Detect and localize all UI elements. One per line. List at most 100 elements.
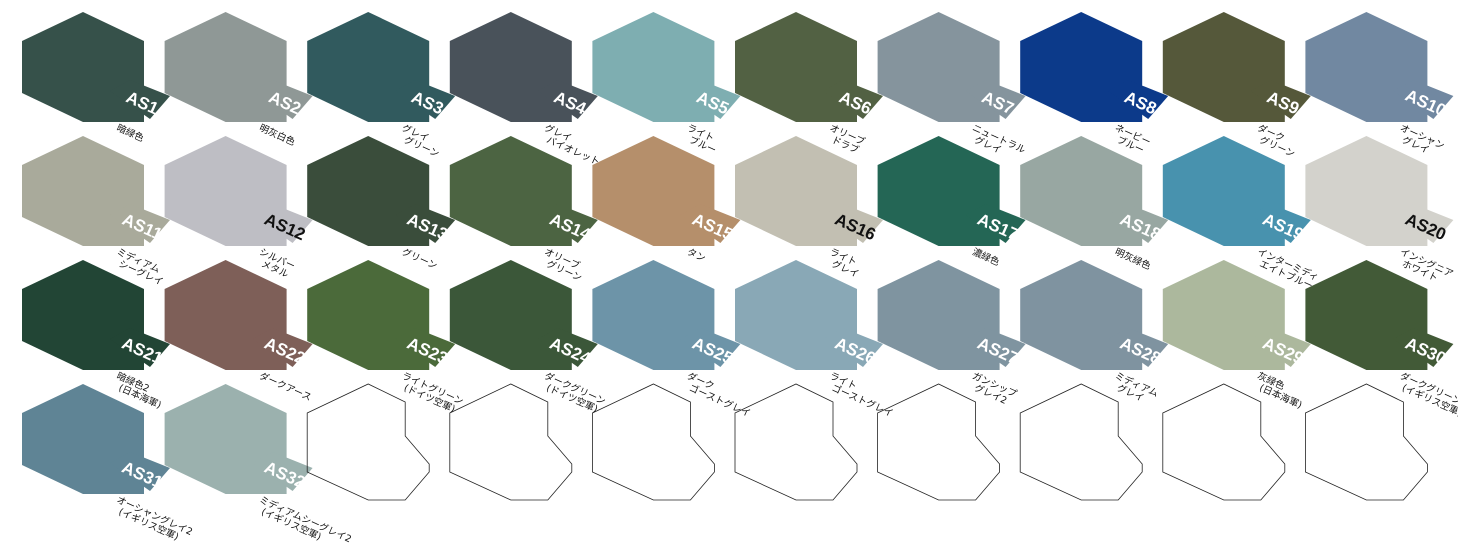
swatch-tab bbox=[537, 328, 598, 367]
swatch-hexagon bbox=[877, 12, 1000, 122]
swatch-tab bbox=[395, 80, 456, 119]
empty-swatch-outline bbox=[592, 383, 715, 501]
empty-swatch-outline bbox=[1019, 383, 1143, 501]
empty-swatch-outline bbox=[1162, 383, 1286, 501]
swatch-tab bbox=[680, 204, 741, 243]
empty-swatch-slot bbox=[449, 383, 573, 501]
swatch-tab bbox=[1108, 328, 1169, 367]
swatch-hexagon bbox=[1305, 260, 1428, 370]
swatch-hexagon bbox=[22, 260, 144, 370]
swatch-tab bbox=[395, 204, 456, 243]
swatch-tab bbox=[110, 452, 170, 491]
swatch-tab bbox=[537, 204, 598, 243]
swatch-tab bbox=[823, 204, 883, 243]
swatch-tab bbox=[680, 328, 741, 367]
empty-swatch-slot bbox=[734, 383, 858, 501]
swatch-name-line: 暗緑色 bbox=[115, 122, 146, 145]
swatch-tab bbox=[252, 204, 313, 243]
swatch-hexagon bbox=[1020, 260, 1143, 370]
swatch-hexagon bbox=[1305, 136, 1428, 246]
swatch-hexagon bbox=[1305, 12, 1428, 122]
swatch-hexagon bbox=[592, 260, 715, 370]
swatch-tab bbox=[823, 328, 883, 367]
swatch-name-line: 濃緑色 bbox=[970, 246, 1001, 269]
swatch-hexagon bbox=[449, 136, 572, 246]
swatch-hexagon bbox=[307, 136, 430, 246]
empty-swatch-slot bbox=[1162, 383, 1286, 501]
empty-swatch-outline bbox=[877, 383, 1000, 501]
swatch-hexagon bbox=[22, 384, 144, 494]
empty-swatch-outline bbox=[449, 383, 573, 501]
swatch-name-line: 明灰白色 bbox=[257, 122, 297, 149]
swatch-hexagon bbox=[1020, 136, 1143, 246]
swatch-hexagon bbox=[735, 260, 857, 370]
swatch-tab bbox=[1393, 80, 1454, 119]
swatch-tab bbox=[110, 204, 170, 243]
swatch-tab bbox=[965, 328, 1026, 367]
swatch-tab bbox=[823, 80, 883, 119]
swatch-tab bbox=[252, 80, 313, 119]
swatch-hexagon bbox=[164, 260, 287, 370]
swatch-tab bbox=[1250, 204, 1311, 243]
swatch-tab bbox=[1108, 80, 1169, 119]
swatch-tab bbox=[1108, 204, 1169, 243]
swatch-hexagon bbox=[22, 136, 144, 246]
swatch-tab bbox=[110, 80, 170, 119]
swatch-tab bbox=[395, 328, 456, 367]
swatch-name-line: ゴーストグレイ bbox=[830, 382, 895, 420]
swatch-tab bbox=[1393, 328, 1454, 367]
swatch-hexagon bbox=[1162, 260, 1285, 370]
swatch-tab bbox=[537, 80, 598, 119]
swatch-name-line: タン bbox=[685, 247, 707, 265]
empty-swatch-slot bbox=[306, 383, 430, 501]
swatch-hexagon bbox=[592, 136, 715, 246]
swatch-hexagon bbox=[735, 12, 857, 122]
swatch-hexagon bbox=[22, 12, 144, 122]
swatch-hexagon bbox=[164, 136, 287, 246]
swatch-name-line: 明灰緑色 bbox=[1113, 246, 1153, 273]
swatch-name-line: グリーン bbox=[400, 246, 439, 272]
swatch-hexagon bbox=[877, 136, 1000, 246]
swatch-hexagon bbox=[449, 12, 572, 122]
swatch-hexagon bbox=[1162, 136, 1285, 246]
swatch-tab bbox=[252, 328, 313, 367]
swatch-tab bbox=[1250, 80, 1311, 119]
swatch-hexagon bbox=[449, 260, 572, 370]
swatch-hexagon bbox=[592, 12, 715, 122]
swatch-tab bbox=[252, 452, 313, 491]
empty-swatch-slot bbox=[1019, 383, 1143, 501]
empty-swatch-outline bbox=[1305, 383, 1428, 501]
swatch-tab bbox=[965, 204, 1026, 243]
swatch-hexagon bbox=[1020, 12, 1143, 122]
swatch-tab bbox=[965, 80, 1026, 119]
empty-swatch-slot bbox=[877, 383, 1000, 501]
swatch-hexagon bbox=[164, 12, 287, 122]
swatch-name-line: ダークアース bbox=[257, 370, 313, 404]
